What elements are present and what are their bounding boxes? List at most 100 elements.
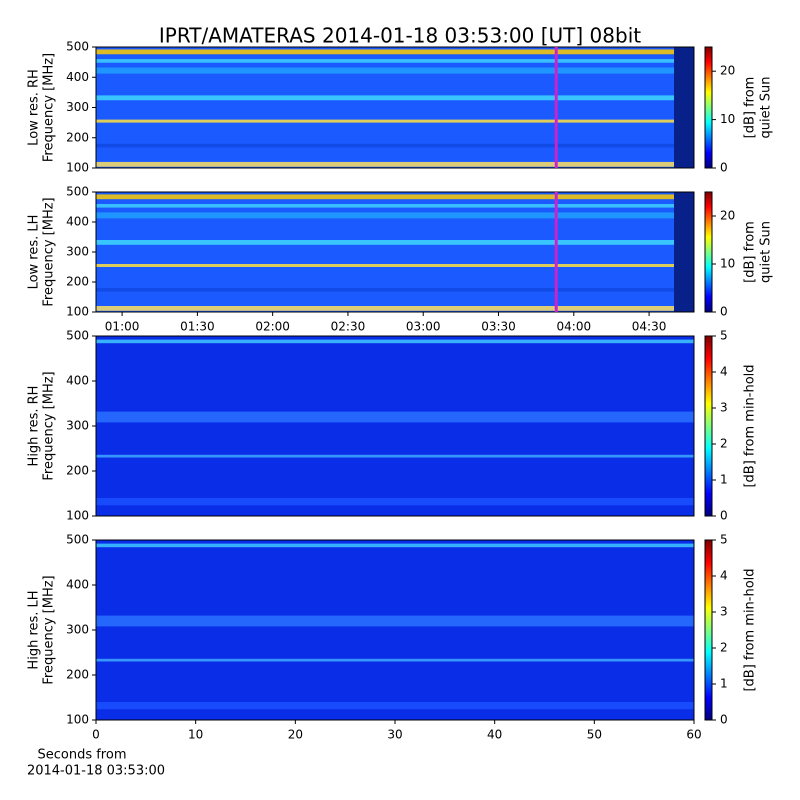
spectrogram-bg [96,192,694,312]
colorbar-tick-label: 0 [720,713,728,727]
x-tick-label: 01:00 [105,320,140,334]
y-tick-label: 400 [66,215,89,229]
spectrogram-band [96,161,694,167]
y-tick-label: 500 [66,533,89,547]
spectrogram-band [96,67,694,74]
spectrogram-band [96,49,694,55]
figure-title: IPRT/AMATERAS 2014-01-18 03:53:00 [UT] 0… [159,24,641,48]
x-tick-label: 03:30 [481,320,516,334]
y-tick-label: 200 [66,668,89,682]
spectrogram-band [96,95,694,101]
x-tick-label: 03:00 [406,320,441,334]
spectrogram-band [96,615,694,627]
spectrogram-edge [674,47,694,168]
y-tick-label: 100 [66,305,89,319]
spectrogram-band [96,204,694,208]
spectrogram-band [96,143,694,148]
spectrogram-band [96,411,694,423]
y-axis-label: Low res. LH [27,215,42,290]
x-tick-label: 04:30 [632,320,667,334]
colorbar-tick-label: 1 [720,677,728,691]
spectrogram-bg [96,47,694,168]
y-axis-label: High res. LH [27,590,42,669]
colorbar [704,46,713,169]
y-axis-label: Frequency [MHz] [42,575,57,684]
y-tick-label: 400 [66,578,89,592]
y-tick-label: 200 [66,275,89,289]
spectrogram-band [96,339,694,344]
y-axis-label: Frequency [MHz] [42,197,57,306]
colorbar-tick-label: 3 [720,401,728,415]
x-tick-label: 0 [92,728,100,742]
y-axis-label: Frequency [MHz] [42,371,57,480]
spectrogram-band [96,288,694,292]
spectrogram-band [96,454,694,458]
x-label: Seconds from [37,748,126,763]
spectrogram-band [96,264,694,267]
y-tick-label: 500 [66,40,89,54]
x-tick-label: 10 [188,728,203,742]
y-tick-label: 300 [66,623,89,637]
spectrogram-edge [674,192,694,312]
spectrogram-bg [96,336,694,516]
colorbar-tick-label: 0 [720,305,728,319]
colorbar-tick-label: 20 [720,209,735,223]
colorbar-tick-label: 5 [720,533,728,547]
spectrogram-band [96,240,694,245]
colorbar-tick-label: 4 [720,365,728,379]
y-tick-label: 200 [66,464,89,478]
y-tick-label: 300 [66,419,89,433]
spectrogram-band [96,543,694,548]
colorbar-label: [dB] from [743,221,758,283]
y-tick-label: 300 [66,100,89,114]
x-tick-label: 02:30 [331,320,366,334]
colorbar-label: [dB] from [743,77,758,139]
y-tick-label: 200 [66,130,89,144]
colorbar-label: [dB] from min-hold [743,364,758,487]
x-tick-label: 60 [686,728,701,742]
spectrogram-band [96,306,694,311]
colorbar-tick-label: 2 [720,437,728,451]
spectrogram-band [96,702,694,710]
colorbar-tick-label: 5 [720,329,728,343]
x-tick-label: 01:30 [180,320,215,334]
colorbar-tick-label: 3 [720,605,728,619]
colorbar-tick-label: 1 [720,473,728,487]
colorbar-tick-label: 2 [720,641,728,655]
colorbar-tick-label: 10 [720,112,735,126]
y-axis-label: High res. RH [27,386,42,467]
x-tick-label: 20 [288,728,303,742]
y-tick-label: 100 [66,509,89,523]
colorbar-label: quiet Sun [759,221,774,283]
y-tick-label: 400 [66,374,89,388]
spectrogram-band [96,59,694,63]
y-axis-label: Low res. RH [27,69,42,146]
x-tick-label: 50 [587,728,602,742]
spectrogram-bg [96,540,694,720]
y-axis-label: Frequency [MHz] [42,53,57,162]
colorbar-tick-label: 20 [720,64,735,78]
spectrogram-band [96,498,694,506]
x-tick-label: 40 [487,728,502,742]
colorbar-tick-label: 10 [720,257,735,271]
y-tick-label: 400 [66,70,89,84]
spectrogram-band [96,658,694,662]
colorbar [704,191,713,313]
x-tick-label: 04:00 [557,320,592,334]
spectrogram-band [96,212,694,219]
y-tick-label: 100 [66,713,89,727]
colorbar-tick-label: 4 [720,569,728,583]
colorbar [704,335,713,517]
y-tick-label: 100 [66,161,89,175]
spectrogram-band [96,119,694,123]
colorbar-label: [dB] from min-hold [743,568,758,691]
colorbar-tick-label: 0 [720,161,728,175]
y-tick-label: 300 [66,245,89,259]
x-tick-label: 30 [387,728,402,742]
colorbar-label: quiet Sun [759,76,774,138]
y-tick-label: 500 [66,185,89,199]
colorbar-tick-label: 0 [720,509,728,523]
colorbar [704,539,713,721]
spectrogram-band [96,194,694,200]
x-tick-label: 02:00 [255,320,290,334]
